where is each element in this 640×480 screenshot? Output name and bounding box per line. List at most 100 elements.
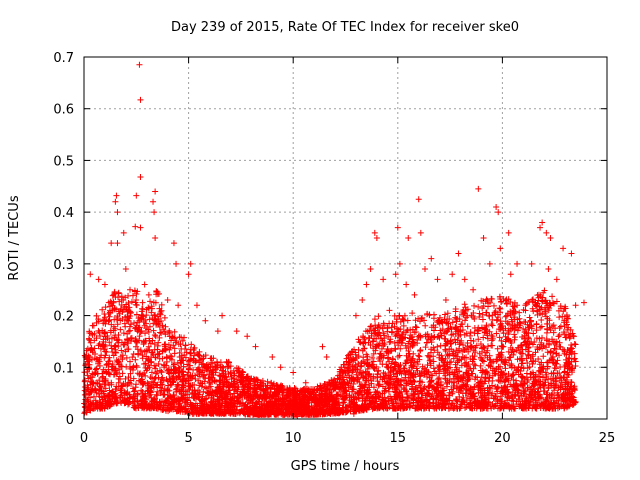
data-point (489, 342, 496, 349)
data-point (188, 341, 195, 348)
data-point (543, 337, 550, 344)
data-point (446, 359, 453, 366)
data-point (163, 353, 170, 360)
data-point (377, 358, 384, 365)
data-point (489, 372, 496, 379)
data-point (108, 240, 115, 247)
data-point (460, 341, 467, 348)
data-point (133, 192, 140, 199)
data-point (200, 407, 207, 414)
data-point (152, 188, 159, 195)
data-point (444, 328, 451, 335)
data-point (185, 271, 192, 278)
data-point (115, 358, 122, 365)
data-point (409, 333, 416, 340)
data-point (393, 325, 400, 332)
data-point (519, 360, 526, 367)
data-point (200, 388, 207, 395)
data-point (90, 393, 97, 400)
data-point (470, 286, 477, 293)
data-point (352, 312, 359, 319)
data-point (355, 336, 362, 343)
data-point (543, 229, 550, 236)
data-point (151, 209, 158, 216)
data-point (208, 360, 215, 367)
data-point (403, 281, 410, 288)
data-point (396, 260, 403, 267)
data-point (439, 405, 446, 412)
data-point (137, 224, 144, 231)
data-point (537, 324, 544, 331)
data-point (553, 350, 560, 357)
data-point (106, 387, 113, 394)
data-point (522, 302, 529, 309)
data-point (553, 276, 560, 283)
data-point (511, 336, 518, 343)
data-point (216, 377, 223, 384)
data-point (132, 343, 139, 350)
data-point (563, 351, 570, 358)
data-point (402, 360, 409, 367)
data-point (486, 260, 493, 267)
data-point (493, 330, 500, 337)
data-point (461, 276, 468, 283)
data-point (540, 342, 547, 349)
data-point (489, 322, 496, 329)
data-point (388, 347, 395, 354)
data-point (195, 351, 202, 358)
data-point (419, 314, 426, 321)
data-point (549, 359, 556, 366)
data-point (430, 353, 437, 360)
data-point (536, 335, 543, 342)
data-point (230, 367, 237, 374)
data-point (386, 307, 393, 314)
data-point (526, 391, 533, 398)
data-point (138, 387, 145, 394)
data-point (370, 350, 377, 357)
data-point (572, 362, 579, 369)
data-point (505, 357, 512, 364)
data-point (411, 291, 418, 298)
data-point (493, 203, 500, 210)
data-point (427, 349, 434, 356)
data-point (141, 361, 148, 368)
data-point (391, 345, 398, 352)
data-point (565, 324, 572, 331)
data-point (114, 358, 121, 365)
data-point (107, 307, 114, 314)
data-point (478, 297, 485, 304)
data-point (472, 362, 479, 369)
data-point (443, 319, 450, 326)
data-point (118, 347, 125, 354)
data-point (150, 327, 157, 334)
data-point (415, 333, 422, 340)
data-point (547, 235, 554, 241)
data-point (125, 380, 132, 387)
data-point (128, 334, 135, 341)
data-point (537, 341, 544, 348)
data-point (117, 317, 124, 324)
data-point (449, 271, 456, 278)
data-point (116, 366, 123, 373)
data-point (150, 320, 157, 327)
data-point (465, 393, 472, 400)
data-point (308, 403, 315, 410)
data-point (404, 317, 411, 324)
data-point (132, 356, 139, 363)
data-point (434, 276, 441, 283)
data-point (580, 299, 587, 306)
data-point (99, 306, 106, 313)
data-point (219, 312, 226, 319)
data-point (572, 302, 579, 309)
data-point (81, 377, 88, 384)
data-point (549, 336, 556, 343)
data-point (516, 309, 523, 316)
data-point (227, 369, 234, 376)
data-point (359, 297, 366, 304)
data-point (373, 235, 380, 241)
data-point (133, 311, 140, 318)
data-point (518, 350, 525, 357)
data-point (103, 348, 110, 355)
data-point (114, 209, 121, 216)
data-point (514, 302, 521, 309)
